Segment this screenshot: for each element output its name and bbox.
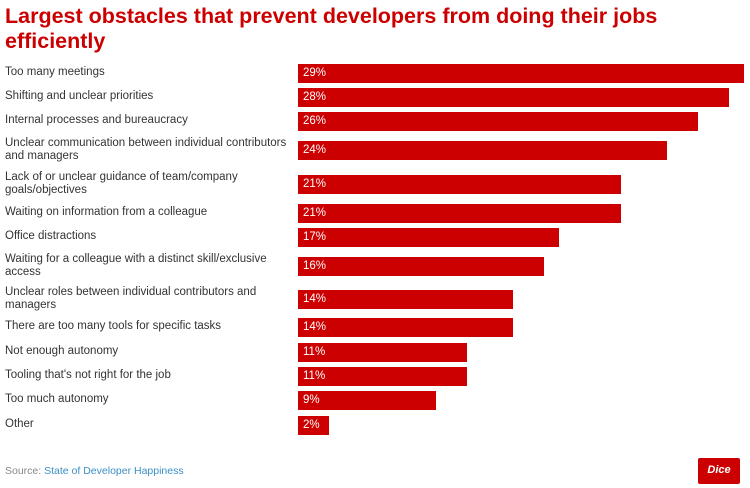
category-label: Internal processes and bureaucracy bbox=[5, 114, 188, 126]
value-label: 28% bbox=[303, 91, 327, 103]
category-label: Lack of or unclear guidance of team/comp… bbox=[5, 171, 238, 196]
category-label: Unclear roles between individual contrib… bbox=[5, 286, 257, 311]
category-label: Too much autonomy bbox=[5, 393, 109, 405]
category-label: Waiting for a colleague with a distinct … bbox=[5, 253, 267, 278]
bar: 11% bbox=[298, 343, 468, 362]
bar: 14% bbox=[298, 318, 514, 337]
source-prefix: Source: bbox=[5, 465, 42, 477]
value-label: 16% bbox=[303, 260, 327, 272]
source-note: Source: State of Developer Happiness bbox=[5, 465, 184, 477]
value-label: 2% bbox=[303, 419, 320, 431]
category-label: Office distractions bbox=[5, 230, 97, 242]
value-label: 14% bbox=[303, 321, 327, 333]
value-label: 14% bbox=[303, 293, 327, 305]
dice-logo: Dice bbox=[698, 458, 740, 484]
bar: 11% bbox=[298, 367, 468, 386]
value-label: 29% bbox=[303, 67, 327, 79]
value-label: 26% bbox=[303, 115, 327, 127]
chart-title: Largest obstacles that prevent developer… bbox=[5, 4, 658, 53]
category-label: Other bbox=[5, 418, 34, 430]
bar: 9% bbox=[298, 391, 437, 410]
category-label: Unclear communication between individual… bbox=[5, 137, 287, 162]
value-label: 21% bbox=[303, 178, 327, 190]
value-label: 11% bbox=[303, 370, 326, 382]
bar: 21% bbox=[298, 175, 621, 194]
category-label: Not enough autonomy bbox=[5, 345, 119, 357]
bar: 14% bbox=[298, 290, 514, 309]
value-label: 9% bbox=[303, 394, 320, 406]
bar: 28% bbox=[298, 88, 729, 107]
category-label: Waiting on information from a colleague bbox=[5, 206, 208, 218]
bar: 16% bbox=[298, 257, 545, 276]
value-label: 11% bbox=[303, 346, 326, 358]
category-label: There are too many tools for specific ta… bbox=[5, 320, 222, 332]
value-label: 21% bbox=[303, 207, 327, 219]
bar: 21% bbox=[298, 204, 621, 223]
category-label: Too many meetings bbox=[5, 66, 105, 78]
value-label: 24% bbox=[303, 144, 327, 156]
category-label: Tooling that's not right for the job bbox=[5, 369, 171, 381]
bar: 17% bbox=[298, 228, 560, 247]
bar: 29% bbox=[298, 64, 744, 83]
bar: 2% bbox=[298, 416, 329, 435]
source-link[interactable]: State of Developer Happiness bbox=[44, 465, 184, 477]
category-label: Shifting and unclear priorities bbox=[5, 90, 154, 102]
value-label: 17% bbox=[303, 231, 327, 243]
bar: 24% bbox=[298, 141, 668, 160]
bar: 26% bbox=[298, 112, 698, 131]
